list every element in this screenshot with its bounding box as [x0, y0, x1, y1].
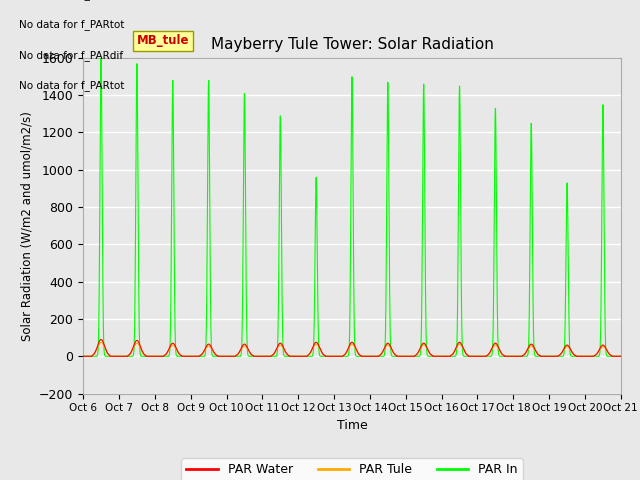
Text: MB_tule: MB_tule — [137, 34, 189, 47]
Legend: PAR Water, PAR Tule, PAR In: PAR Water, PAR Tule, PAR In — [181, 458, 523, 480]
Text: No data for f_PARdif: No data for f_PARdif — [19, 49, 123, 60]
Text: No data for f_PARtot: No data for f_PARtot — [19, 80, 124, 91]
X-axis label: Time: Time — [337, 419, 367, 432]
Text: No data for f_PARtot: No data for f_PARtot — [19, 19, 124, 30]
Y-axis label: Solar Radiation (W/m2 and umol/m2/s): Solar Radiation (W/m2 and umol/m2/s) — [20, 111, 33, 340]
Title: Mayberry Tule Tower: Solar Radiation: Mayberry Tule Tower: Solar Radiation — [211, 37, 493, 52]
